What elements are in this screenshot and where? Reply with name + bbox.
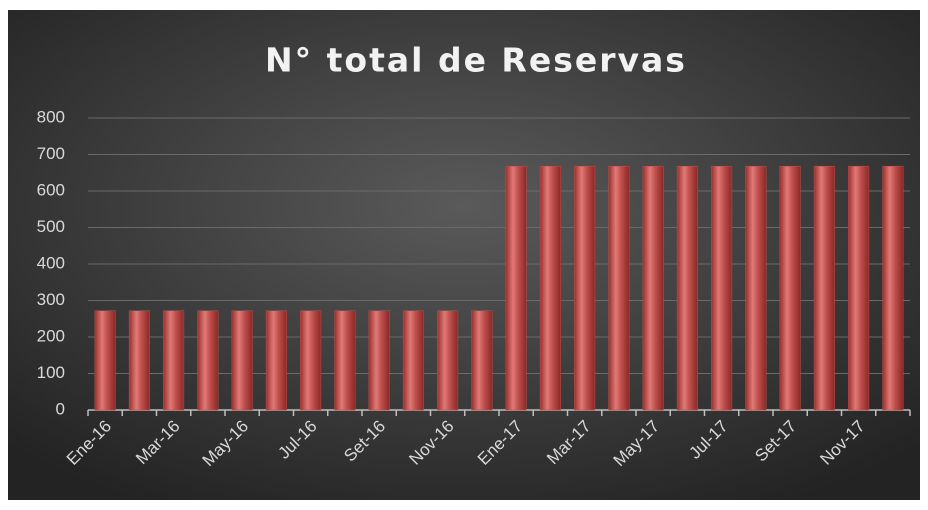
bar	[505, 165, 527, 411]
bar	[676, 165, 698, 411]
bar	[300, 310, 322, 411]
y-tick-label: 700	[37, 144, 65, 163]
chart-background	[8, 10, 920, 500]
bar	[402, 310, 424, 411]
bar	[334, 310, 356, 411]
y-tick-label: 300	[37, 290, 65, 309]
y-tick-label: 800	[37, 107, 65, 126]
bar	[574, 165, 596, 411]
bar	[813, 165, 835, 411]
bar	[368, 310, 390, 411]
bar	[94, 310, 116, 411]
bar	[128, 310, 150, 411]
bar	[608, 165, 630, 411]
bar	[779, 165, 801, 411]
y-tick-label: 400	[37, 253, 65, 272]
bar	[265, 310, 287, 411]
chart-title: N° total de Reservas	[265, 41, 687, 80]
bar	[539, 165, 561, 411]
y-tick-label: 200	[37, 326, 65, 345]
bar	[848, 165, 870, 411]
y-tick-label: 500	[37, 217, 65, 236]
bar	[437, 310, 459, 411]
y-tick-label: 600	[37, 180, 65, 199]
bar	[471, 310, 493, 411]
bar	[231, 310, 253, 411]
bar	[197, 310, 219, 411]
bar	[642, 165, 664, 411]
bar	[745, 165, 767, 411]
y-tick-label: 0	[56, 399, 65, 418]
y-tick-label: 100	[37, 363, 65, 382]
bar	[163, 310, 185, 411]
bar	[882, 165, 904, 411]
bar	[711, 165, 733, 411]
